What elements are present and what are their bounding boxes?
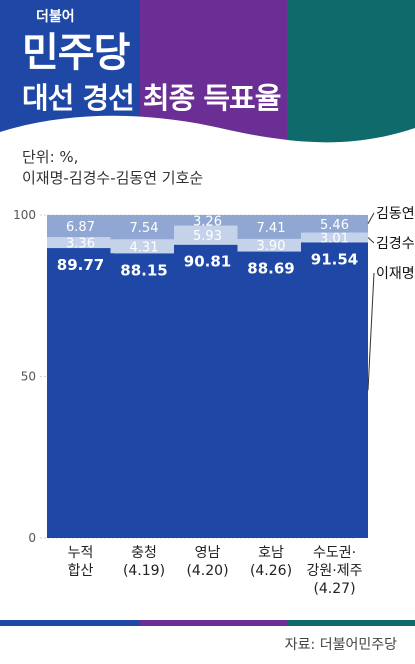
header-banner: 더불어 민주당 대선 경선 최종 득표율 xyxy=(0,0,415,148)
bar-segment-lee xyxy=(110,253,178,538)
bar-segment-kim-dongyeon xyxy=(237,215,305,239)
y-tick-label: 0 xyxy=(28,531,36,545)
chart-title: 대선 경선 최종 득표율 xyxy=(22,81,281,115)
value-label-kim-gyeongsu: 4.31 xyxy=(130,240,159,255)
bar-segment-lee xyxy=(174,244,241,538)
x-tick-label: 충청 xyxy=(131,545,157,561)
footer-band-blue xyxy=(0,620,140,626)
value-label-kim-gyeongsu: 5.93 xyxy=(193,229,222,244)
value-label-kim-gyeongsu: 3.36 xyxy=(66,237,95,252)
y-tick-label: 100 xyxy=(13,208,36,222)
x-tick-label: (4.26) xyxy=(250,563,292,579)
value-label-lee: 91.54 xyxy=(311,250,358,268)
bar-segment-lee xyxy=(237,251,305,538)
value-label-lee: 90.81 xyxy=(184,253,231,271)
legend-series-label: 김경수 xyxy=(376,236,415,252)
bar-segment-kim-dongyeon xyxy=(174,215,241,226)
bar-segment-lee xyxy=(301,242,368,538)
bar-segment-kim-gyeongsu xyxy=(174,225,241,245)
value-label-kim-gyeongsu: 3.90 xyxy=(257,239,286,254)
value-label-lee: 89.77 xyxy=(57,256,104,274)
x-tick-label: 호남 xyxy=(258,545,284,561)
bar-segment-kim-dongyeon xyxy=(110,215,178,240)
x-tick-label: 합산 xyxy=(68,563,94,579)
legend-series-label: 이재명 xyxy=(376,266,415,282)
value-label-kim-dongyeon: 7.54 xyxy=(130,221,159,236)
bar-segment-kim-gyeongsu xyxy=(47,237,114,249)
party-logo-small-text: 더불어 xyxy=(36,9,75,25)
value-label-kim-gyeongsu: 3.01 xyxy=(320,231,349,246)
value-label-kim-dongyeon: 6.87 xyxy=(66,220,95,235)
legend-leader-line xyxy=(367,212,375,225)
footer-band-teal xyxy=(287,620,415,626)
value-label-kim-dongyeon: 7.41 xyxy=(257,221,286,236)
header-wave xyxy=(0,115,415,148)
x-tick-label: 누적 xyxy=(68,545,94,561)
footer-band-purple xyxy=(140,620,287,626)
value-label-kim-dongyeon: 3.26 xyxy=(193,214,222,229)
bar-segment-kim-gyeongsu xyxy=(110,239,178,254)
bar-segment-lee xyxy=(47,248,114,538)
unit-note: 단위: %, xyxy=(22,148,79,166)
header-band-teal xyxy=(287,0,415,148)
x-tick-label: 강원·제주 xyxy=(307,563,363,579)
bar-segment-kim-dongyeon xyxy=(301,214,368,233)
value-label-lee: 88.15 xyxy=(120,261,167,279)
y-tick-label: 50 xyxy=(21,370,36,384)
x-tick-label: (4.20) xyxy=(186,563,228,579)
x-tick-label: 영남 xyxy=(195,545,221,561)
source-note: 자료: 더불어민주당 xyxy=(284,637,397,653)
value-label-lee: 88.69 xyxy=(247,260,294,278)
order-note: 이재명-김경수-김동연 기호순 xyxy=(22,169,204,187)
legend-leader-line xyxy=(367,272,375,391)
bar-segment-kim-gyeongsu xyxy=(301,232,368,243)
bar-segment-kim-dongyeon xyxy=(47,215,114,238)
bar-segment-kim-gyeongsu xyxy=(237,238,305,252)
x-tick-label: 수도권· xyxy=(313,545,356,561)
x-tick-label: (4.27) xyxy=(313,581,355,597)
party-logo-name: 민주당 xyxy=(22,30,130,76)
legend-leader-line xyxy=(367,237,375,244)
legend-series-label: 김동연 xyxy=(376,206,415,222)
value-label-kim-dongyeon: 5.46 xyxy=(320,218,349,233)
x-tick-label: (4.19) xyxy=(123,563,165,579)
